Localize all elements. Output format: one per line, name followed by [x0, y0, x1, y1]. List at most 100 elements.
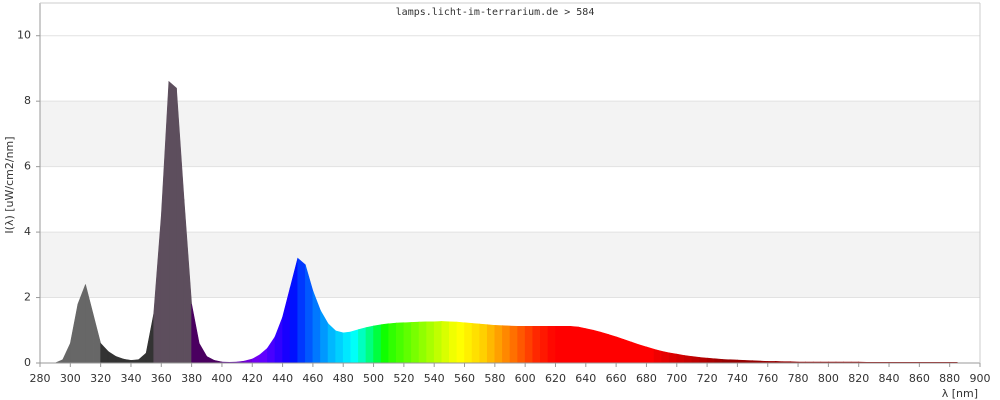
spectrum-slice: [502, 325, 511, 364]
spectrum-slice: [509, 325, 518, 364]
spectrum-slice: [646, 346, 655, 364]
spectrum-slice: [380, 323, 390, 364]
x-tick-label: 460: [302, 372, 323, 385]
spectrum-slice: [479, 323, 488, 364]
x-tick-label: 720: [697, 372, 718, 385]
x-tick-label: 560: [454, 372, 475, 385]
spectrum-slice: [335, 330, 344, 364]
spectrum-slice: [721, 359, 731, 364]
grid-band: [40, 232, 980, 298]
spectrum-slice: [661, 350, 670, 364]
spectrum-slice: [411, 321, 420, 364]
spectrum-slice: [297, 257, 306, 364]
x-tick-label: 780: [788, 372, 809, 385]
spectrum-slice: [70, 304, 79, 364]
spectrum-slice: [676, 353, 685, 364]
x-tick-label: 580: [484, 372, 505, 385]
spectrum-slice: [668, 352, 678, 364]
x-tick-label: 320: [90, 372, 111, 385]
spectrum-slice: [615, 336, 625, 364]
spectrum-slice: [358, 327, 367, 364]
spectrum-slice: [456, 321, 465, 364]
spectrum-slice: [100, 342, 109, 364]
x-tick-label: 840: [879, 372, 900, 385]
spectrum-slice: [699, 357, 708, 364]
x-tick-label: 860: [909, 372, 930, 385]
spectrum-slice: [600, 331, 609, 364]
spectrum-slice: [562, 326, 571, 364]
spectrum-slice: [547, 326, 556, 364]
x-tick-label: 900: [970, 372, 991, 385]
x-tick-label: 420: [242, 372, 263, 385]
spectrum-slice: [373, 324, 382, 364]
x-tick-label: 380: [181, 372, 202, 385]
spectrum-slice: [282, 287, 291, 364]
y-tick-label: 8: [24, 94, 31, 107]
spectrum-slice: [433, 321, 443, 364]
spectrum-slice: [62, 343, 71, 364]
chart-title: lamps.licht-im-terrarium.de > 584: [396, 7, 595, 18]
spectrum-slice: [92, 313, 101, 364]
spectrum-slice: [320, 309, 329, 364]
spectrum-slice: [267, 335, 276, 364]
y-tick-label: 4: [24, 225, 31, 238]
spectrum-slice: [684, 355, 693, 364]
spectrum-slice: [138, 352, 147, 364]
x-tick-label: 440: [272, 372, 293, 385]
x-tick-label: 640: [575, 372, 596, 385]
spectrum-slice: [638, 344, 647, 364]
spectrum-slice: [274, 317, 283, 364]
x-tick-label: 600: [515, 372, 536, 385]
x-axis-label: λ [nm]: [942, 387, 978, 400]
x-tick-label: 880: [939, 372, 960, 385]
spectrum-slice: [464, 322, 473, 364]
x-tick-label: 280: [30, 372, 51, 385]
spectrum-slice: [395, 322, 405, 364]
x-tick-label: 700: [666, 372, 687, 385]
x-tick-label: 340: [120, 372, 141, 385]
y-tick-label: 0: [24, 356, 31, 369]
spectrum-slice: [244, 358, 253, 364]
x-tick-label: 620: [545, 372, 566, 385]
spectrum-slice: [441, 321, 450, 364]
spectrum-slice: [532, 326, 541, 364]
spectrum-slice: [365, 325, 374, 364]
spectrum-slice: [471, 323, 480, 364]
spectrum-slice: [555, 326, 564, 364]
spectrum-slice: [342, 331, 352, 364]
bands: [40, 35, 980, 364]
x-tick-label: 540: [424, 372, 445, 385]
y-axis-label: I(λ) [uW/cm2/nm]: [3, 136, 16, 233]
spectrum-slice: [593, 329, 602, 364]
spectrum-slice: [691, 356, 700, 364]
spectrum-slice: [123, 358, 132, 364]
spectrum-slice: [524, 326, 534, 364]
spectrum-slice: [259, 347, 268, 364]
spectrum-slice: [327, 323, 336, 364]
spectrum-slice: [494, 325, 503, 364]
x-tick-label: 660: [606, 372, 627, 385]
spectrum-slice: [426, 321, 435, 364]
x-tick-label: 400: [211, 372, 232, 385]
spectrum-slice: [486, 324, 496, 364]
spectrum-slice: [630, 341, 640, 364]
spectrum-slice: [115, 356, 124, 364]
spectrum-slice: [388, 322, 397, 364]
spectrum-slice: [623, 339, 632, 364]
x-tick-label: 300: [60, 372, 81, 385]
spectrum-slice: [585, 328, 594, 364]
spectrum-slice: [653, 348, 662, 364]
spectrum-slice: [198, 342, 208, 364]
spectrum-slice: [403, 322, 412, 364]
spectrum-slice: [206, 355, 215, 364]
spectrum-slice: [251, 354, 261, 364]
spectrum-slice: [577, 326, 587, 364]
x-tick-label: 680: [636, 372, 657, 385]
grid-band: [40, 101, 980, 167]
spectrum-slice: [107, 350, 117, 364]
x-tick-label: 480: [333, 372, 354, 385]
spectrum-slice: [608, 334, 617, 364]
x-tick-label: 820: [848, 372, 869, 385]
